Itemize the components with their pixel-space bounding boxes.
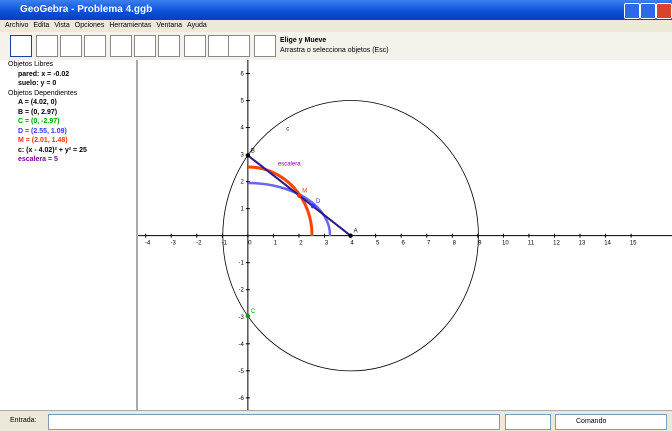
x-tick-label: 3	[325, 241, 329, 247]
x-tick-label: 5	[376, 241, 380, 247]
y-tick-label: 5	[241, 99, 245, 105]
circle-label: c	[286, 126, 289, 132]
tool-button[interactable]	[158, 35, 180, 57]
point-label: A	[354, 229, 358, 235]
x-tick-label: 12	[553, 241, 560, 247]
point	[245, 153, 251, 158]
y-tick-label: -1	[239, 261, 245, 267]
dependent-object: c: (x - 4.02)² + y² = 25	[18, 146, 87, 154]
graphics-background	[138, 60, 672, 410]
algebra-view: Objetos Libres pared: x = -0.02 suelo: y =…	[0, 60, 138, 410]
menu-item[interactable]: Opciones	[74, 22, 105, 29]
tool-button[interactable]	[228, 35, 250, 57]
y-tick-label: 4	[241, 126, 245, 132]
dependent-object: A = (4.02, 0)	[18, 99, 57, 106]
x-tick-label: 14	[604, 241, 611, 247]
menu-item[interactable]: Archivo	[5, 22, 29, 29]
tool-button[interactable]	[208, 35, 230, 57]
x-tick-label: 11	[528, 241, 535, 247]
folder-header: Objetos Dependientes	[8, 89, 78, 97]
input-bar: Entrada: Comando	[0, 410, 672, 431]
tool-button[interactable]	[84, 35, 106, 57]
y-tick-label: -2	[239, 288, 245, 294]
point-label: B	[251, 148, 255, 154]
symbol-dropdown[interactable]	[505, 414, 551, 430]
x-tick-label: 7	[427, 241, 431, 247]
dependent-object: D = (2.55, 1.09)	[18, 127, 67, 135]
x-tick-label: 6	[401, 241, 405, 247]
tool-button[interactable]	[134, 35, 156, 57]
circle	[222, 100, 479, 372]
segment-label: escalera	[278, 161, 301, 167]
x-tick-label: 8	[453, 241, 457, 247]
command-label: Comando	[576, 418, 607, 425]
x-tick-label: -3	[171, 241, 177, 247]
x-tick-label: 4	[350, 241, 354, 247]
tool-button[interactable]	[254, 35, 276, 57]
tool-help: Arrastra o selecciona objetos (Esc)	[280, 47, 389, 54]
point	[310, 204, 316, 209]
maximize-button[interactable]	[640, 3, 656, 19]
input-label: Entrada:	[10, 417, 37, 424]
x-tick-label: -1	[222, 241, 228, 247]
y-tick-label: 1	[241, 207, 245, 213]
point-label: D	[316, 199, 321, 205]
tool-button[interactable]	[36, 35, 58, 57]
y-tick-label: 6	[241, 72, 245, 78]
menu-item[interactable]: Herramientas	[109, 22, 152, 29]
y-tick-label: 2	[241, 180, 245, 186]
tool-button[interactable]	[60, 35, 82, 57]
dependent-object: M = (2.01, 1.48)	[18, 137, 68, 144]
y-tick-label: -4	[239, 342, 245, 348]
x-tick-label: 2	[299, 241, 303, 247]
folder-header: Objetos Libres	[8, 61, 54, 68]
x-tick-label: 10	[502, 241, 509, 247]
tool-name: Elige y Mueve	[280, 37, 327, 44]
menu-item[interactable]: Ventana	[156, 22, 183, 29]
toolbar: Elige y Mueve Arrastra o selecciona obje…	[0, 32, 672, 61]
point-label: C	[251, 309, 256, 315]
locus-midpoint	[247, 165, 314, 237]
y-tick-label: -3	[239, 315, 245, 321]
x-tick-label: 0	[248, 241, 252, 247]
x-tick-label: -4	[145, 241, 151, 247]
x-tick-label: -2	[196, 241, 202, 247]
locus-point	[247, 181, 332, 237]
menu-item[interactable]: Vista	[54, 22, 70, 29]
y-tick-label: -6	[239, 396, 245, 402]
close-button[interactable]	[656, 3, 672, 19]
menu-item[interactable]: Ayuda	[187, 22, 207, 29]
tool-button[interactable]	[10, 35, 32, 57]
point	[348, 233, 353, 238]
x-tick-label: 9	[478, 241, 482, 247]
menu-bar: Archivo Edita Vista Opciones Herramientas Ven…	[0, 20, 672, 32]
x-tick-label: 1	[274, 241, 278, 247]
y-tick-label: -5	[239, 369, 245, 375]
x-tick-label: 13	[579, 241, 586, 247]
window-title: GeoGebra - Problema 4.ggb	[20, 4, 153, 15]
command-dropdown[interactable]: Comando	[555, 414, 667, 430]
x-tick-label: 15	[630, 241, 637, 247]
point	[297, 193, 302, 198]
dependent-object: C = (0, -2.97)	[18, 118, 60, 125]
graphics-view: -4 -3 -2 -1 0 1 2 3 4 5 6 7 8 9 10 11 12 13 14 15-6-5-4-3-2…	[138, 60, 672, 410]
free-object: pared: x = -0.02	[18, 70, 70, 78]
tool-button[interactable]	[184, 35, 206, 57]
dependent-object: B = (0, 2.97)	[18, 108, 58, 116]
free-object: suelo: y = 0	[18, 80, 57, 87]
point-label: M	[302, 189, 307, 195]
tool-button[interactable]	[110, 35, 132, 57]
menu-item[interactable]: Edita	[33, 22, 50, 29]
minimize-button[interactable]	[624, 3, 640, 19]
point	[245, 313, 251, 319]
y-tick-label: 3	[241, 153, 245, 159]
dependent-object: escalera = 5	[18, 156, 58, 163]
input-field[interactable]	[48, 414, 500, 430]
title-bar: GeoGebra - Problema 4.ggb	[0, 0, 672, 20]
